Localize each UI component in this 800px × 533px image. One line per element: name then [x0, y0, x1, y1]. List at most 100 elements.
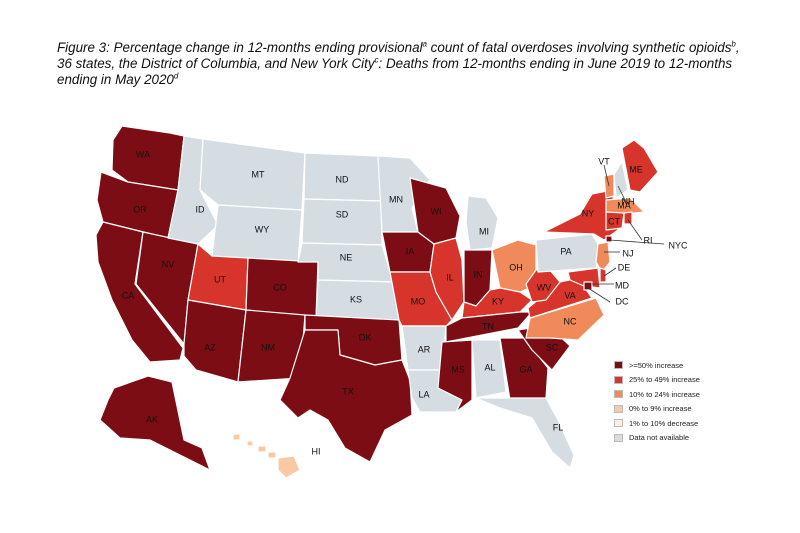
legend-swatch [614, 419, 623, 428]
state-sd [301, 198, 383, 246]
state-ct [605, 211, 625, 231]
state-me [621, 139, 659, 193]
state-label-ar: AR [418, 344, 431, 354]
state-label-or: OR [133, 204, 147, 214]
state-label-in: IN [474, 269, 483, 279]
state-label-ms: MS [451, 364, 465, 374]
state-label-ny: NY [582, 208, 595, 218]
state-label-sd: SD [336, 209, 349, 219]
state-ca [95, 221, 184, 363]
state-ma [605, 197, 645, 215]
callout-line-nh [617, 185, 627, 203]
state-label-tx: TX [342, 386, 354, 396]
state-ak [99, 375, 211, 471]
state-label-wv: WV [537, 282, 552, 292]
state-label-sc: SC [546, 342, 559, 352]
legend-item: 1% to 10% decrease [614, 416, 700, 431]
legend-label: 1% to 10% decrease [629, 418, 699, 428]
state-wv [525, 267, 561, 303]
state-nh [613, 161, 629, 199]
state-label-nm: NM [261, 342, 275, 352]
state-label-wy: WY [255, 224, 270, 234]
callout-line-dc [587, 287, 611, 303]
legend-label: 0% to 9% increase [629, 404, 692, 414]
state-label-nh: NH [622, 196, 635, 206]
state-label-hi: HI [312, 446, 321, 456]
state-label-ok: OK [358, 332, 371, 342]
legend-item: >=50% increase [614, 358, 700, 373]
legend-item: 10% to 24% increase [614, 387, 700, 402]
state-label-va: VA [564, 290, 575, 300]
legend-swatch [614, 404, 623, 413]
state-label-la: LA [418, 389, 429, 399]
state-hi-part [257, 445, 267, 453]
state-label-ky: KY [492, 296, 504, 306]
state-label-nyc: NYC [668, 240, 688, 250]
state-hi [232, 433, 241, 441]
state-label-nc: NC [564, 316, 577, 326]
state-il [429, 237, 465, 321]
legend-label: 10% to 24% increase [629, 389, 700, 399]
state-label-ri: RI [644, 235, 653, 245]
callout-line-de [603, 267, 617, 277]
state-label-tn: TN [482, 321, 494, 331]
state-label-dc: DC [616, 296, 629, 306]
state-ri [623, 211, 633, 225]
state-label-al: AL [484, 362, 495, 372]
state-mi [465, 195, 499, 251]
legend-swatch [614, 390, 623, 399]
state-label-mi: MI [479, 226, 489, 236]
state-label-vt: VT [598, 156, 610, 166]
state-label-nd: ND [336, 174, 349, 184]
state-label-id: ID [196, 204, 206, 214]
legend-swatch [614, 375, 623, 384]
state-label-mt: MT [252, 169, 265, 179]
state-nyc [605, 235, 613, 243]
state-label-ca: CA [122, 290, 135, 300]
state-label-ks: KS [350, 294, 362, 304]
state-label-wi: WI [431, 206, 442, 216]
state-hi-part [246, 440, 254, 447]
state-dc [583, 281, 593, 291]
state-label-de: DE [618, 262, 631, 272]
legend-label: >=50% increase [629, 360, 684, 370]
state-label-nv: NV [162, 259, 175, 269]
state-label-mn: MN [389, 194, 403, 204]
state-label-ct: CT [608, 216, 620, 226]
state-label-oh: OH [509, 262, 523, 272]
legend-label: Data not available [629, 433, 690, 443]
state-label-fl: FL [553, 422, 564, 432]
state-label-nj: NJ [623, 248, 634, 258]
state-az [183, 299, 247, 383]
state-label-md: MD [615, 280, 629, 290]
state-label-ak: AK [146, 414, 158, 424]
state-de [599, 267, 607, 283]
state-label-az: AZ [204, 342, 216, 352]
state-label-ma: MA [617, 200, 631, 210]
state-label-wa: WA [136, 149, 150, 159]
state-label-mo: MO [411, 296, 426, 306]
state-label-ga: GA [519, 364, 532, 374]
callout-line-nyc [609, 239, 665, 245]
legend-item: 25% to 49% increase [614, 373, 700, 388]
state-label-ne: NE [340, 252, 353, 262]
state-fl [475, 397, 575, 469]
figure-caption: Figure 3: Percentage change in 12-months… [57, 39, 740, 87]
callout-line-vt [603, 164, 610, 187]
legend-swatch [614, 433, 623, 442]
state-label-ut: UT [214, 274, 226, 284]
state-nc [525, 297, 605, 341]
state-tx [279, 329, 413, 463]
legend-item: 0% to 9% increase [614, 402, 700, 417]
state-label-pa: PA [560, 246, 571, 256]
legend-item: Data not available [614, 431, 700, 446]
state-al [471, 339, 507, 399]
state-label-ia: IA [406, 246, 415, 256]
state-label-me: ME [629, 164, 643, 174]
state-hi-part [267, 451, 277, 459]
map-legend: >=50% increase 25% to 49% increase 10% t… [614, 358, 700, 445]
legend-swatch [614, 361, 623, 370]
state-hi-part [277, 455, 301, 479]
state-label-co: CO [273, 282, 287, 292]
